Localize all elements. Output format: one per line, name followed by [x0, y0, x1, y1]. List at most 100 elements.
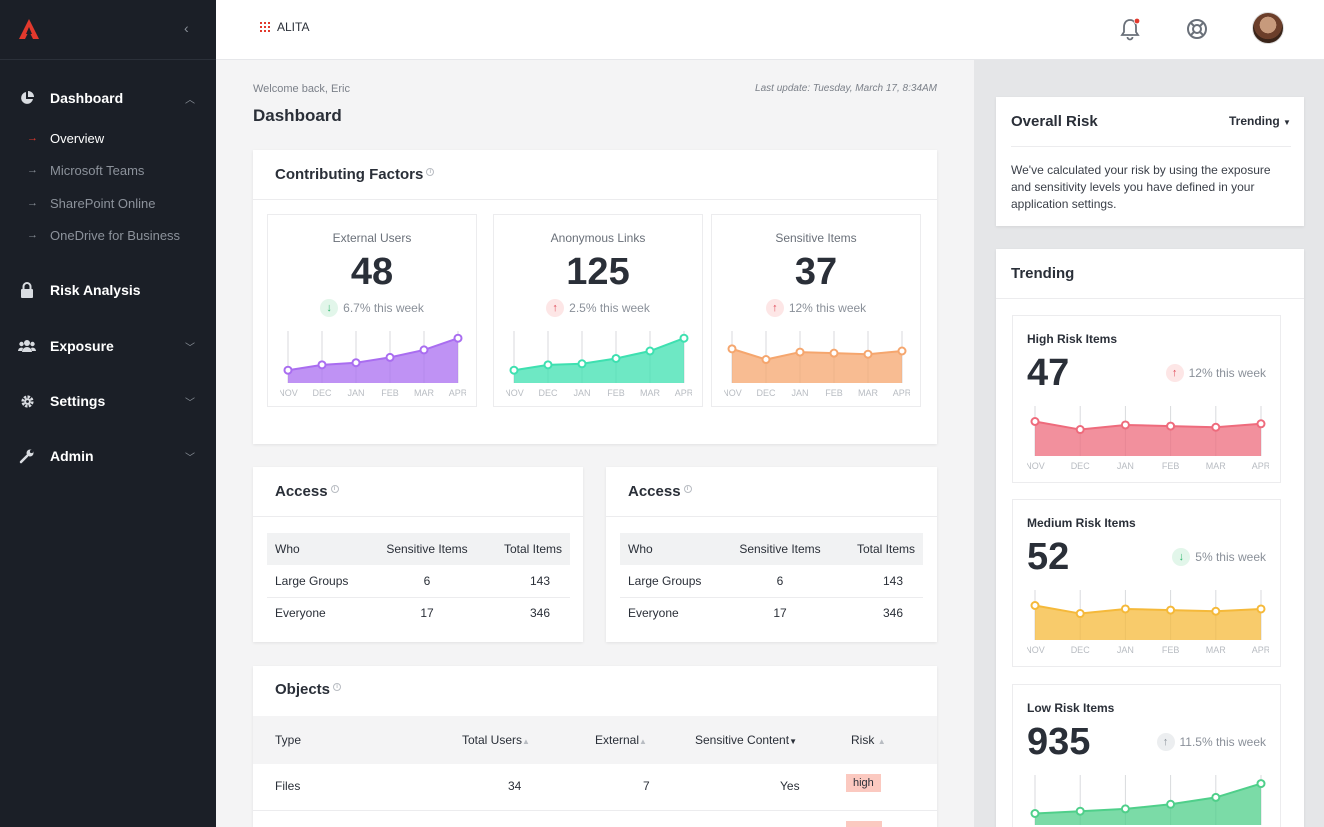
sparkline-point[interactable] [679, 333, 689, 343]
chevron-down-icon: ﹀ [185, 452, 195, 464]
sparkline-point[interactable] [419, 345, 429, 355]
trend-sparkline-point[interactable] [1030, 809, 1040, 818]
sparkline-area [732, 348, 902, 383]
sparkline-point[interactable] [453, 333, 463, 343]
sidebar-subitem-label: SharePoint Online [50, 195, 156, 211]
trend-sparkline-point[interactable] [1211, 606, 1221, 616]
wrench-icon [18, 447, 36, 465]
metric-sensitive-items[interactable]: Sensitive Items 37 ↑ 12% this week NOV DEC JAN… [711, 214, 921, 407]
column-header-risk[interactable]: Risk ▲ [851, 733, 886, 747]
metric-external-users[interactable]: External Users 48 ↓ 6.7% this week NOV DEC JAN… [267, 214, 477, 407]
trend-sparkline-point[interactable] [1256, 419, 1266, 429]
alita-logo-icon[interactable] [18, 18, 40, 40]
trend-high-risk-items[interactable]: High Risk Items 47 ↑ 12% this week NOV DEC JAN… [1012, 315, 1281, 483]
sparkline-point[interactable] [897, 346, 907, 356]
sidebar-item-settings[interactable]: Settings ﹀ [0, 386, 216, 416]
sparkline-x-tick-label: JAN [791, 388, 808, 398]
trend-sparkline-area [1035, 421, 1261, 456]
sidebar-subitem-overview[interactable]: → Overview [0, 126, 216, 150]
trend-sparkline-point[interactable] [1075, 425, 1085, 435]
metric-change: ↑ 2.5% this week [494, 299, 702, 317]
card-title: Access i [275, 483, 339, 500]
column-header-total-users[interactable]: Total Users▲ [462, 733, 530, 747]
table-row[interactable]: Everyone 17 346 [267, 597, 570, 629]
sparkline-point[interactable] [761, 355, 771, 365]
info-icon[interactable]: i [683, 485, 692, 493]
sparkline-point[interactable] [577, 359, 587, 369]
trend-sparkline-point[interactable] [1166, 605, 1176, 615]
sidebar-item-risk-analysis[interactable]: Risk Analysis [0, 275, 216, 305]
sidebar-item-dashboard[interactable]: Dashboard ︿ [0, 83, 216, 113]
sparkline-point[interactable] [727, 344, 737, 354]
cell-who: Everyone [275, 606, 326, 621]
trend-sparkline-point[interactable] [1075, 609, 1085, 619]
sparkline-point[interactable] [645, 346, 655, 356]
sparkline-point[interactable] [795, 347, 805, 357]
trend-sparkline-point[interactable] [1166, 421, 1176, 431]
sparkline-point[interactable] [829, 348, 839, 358]
info-icon[interactable]: i [330, 485, 339, 493]
sparkline-line [513, 337, 685, 372]
table-row[interactable]: Files 34 7 Yes high [253, 764, 937, 811]
sparkline-x-tick-label: NOV [280, 388, 298, 398]
trend-medium-risk-items[interactable]: Medium Risk Items 52 ↓ 5% this week NOV DEC JA… [1012, 499, 1281, 667]
sparkline-point[interactable] [863, 349, 873, 359]
sparkline-x-tick-label: NOV [506, 388, 524, 398]
sparkline-point[interactable] [351, 358, 361, 368]
sparkline-point[interactable] [611, 353, 621, 363]
table-row[interactable]: Large Groups 6 143 [267, 565, 570, 598]
sidebar-item-label: Admin [50, 448, 94, 464]
table-row[interactable]: Large Groups 6 143 [620, 565, 923, 598]
bell-icon[interactable] [1117, 16, 1143, 42]
trend-sparkline-point[interactable] [1120, 804, 1130, 814]
sparkline-point[interactable] [283, 365, 293, 375]
card-title-text: Access [628, 483, 681, 500]
info-icon[interactable]: i [426, 168, 435, 176]
trend-sparkline-x-tick-label: JAN [1117, 645, 1134, 655]
sidebar-item-admin[interactable]: Admin ﹀ [0, 441, 216, 471]
trend-sparkline-point[interactable] [1075, 806, 1085, 816]
cell-type: Files [275, 779, 301, 793]
sparkline-point[interactable] [317, 360, 327, 370]
column-header-external[interactable]: External▲ [595, 733, 647, 747]
cell-external: 7 [643, 779, 650, 793]
trending-dropdown[interactable]: Trending ▼ [1229, 114, 1291, 128]
column-header-sensitive-content[interactable]: Sensitive Content▼ [695, 733, 797, 747]
sidebar-item-label: Risk Analysis [50, 282, 141, 298]
user-avatar[interactable] [1252, 12, 1284, 44]
table-row[interactable]: Everyone 17 346 [620, 597, 923, 629]
sidebar-item-exposure[interactable]: Exposure ﹀ [0, 331, 216, 361]
trend-sparkline-point[interactable] [1030, 417, 1040, 426]
trend-sparkline-x-tick-label: APR [1252, 461, 1269, 471]
sparkline-point[interactable] [385, 352, 395, 362]
column-header-label: External [595, 733, 640, 747]
lock-icon [18, 281, 36, 299]
trend-sparkline-point[interactable] [1120, 604, 1130, 614]
trend-sparkline-point[interactable] [1030, 601, 1040, 610]
trend-sparkline-point[interactable] [1211, 792, 1221, 802]
trend-sparkline-point[interactable] [1211, 422, 1221, 432]
collapse-sidebar-icon[interactable]: ‹ [184, 20, 189, 36]
sparkline-point[interactable] [509, 365, 519, 375]
trend-sparkline-point[interactable] [1166, 799, 1176, 809]
trend-low-risk-items[interactable]: Low Risk Items 935 ↑ 11.5% this week NOVDECJ… [1012, 684, 1281, 827]
sidebar-subitem-microsoft-teams[interactable]: → Microsoft Teams [0, 158, 216, 182]
access-table: Who Sensitive Items Total Items Large Gr… [620, 533, 923, 629]
trend-sparkline-point[interactable] [1120, 420, 1130, 430]
trend-sparkline-area [1035, 605, 1261, 640]
dropdown-label: Trending [1229, 114, 1280, 128]
info-icon[interactable]: i [333, 683, 342, 691]
card-title-text: Contributing Factors [275, 166, 424, 183]
sidebar-subitem-onedrive[interactable]: → OneDrive for Business [0, 223, 216, 247]
sidebar-subitem-sharepoint-online[interactable]: → SharePoint Online [0, 191, 216, 215]
app-switcher[interactable]: ALITA [260, 20, 309, 34]
help-lifebuoy-icon[interactable] [1184, 16, 1210, 42]
trend-sparkline-point[interactable] [1256, 604, 1266, 614]
sparkline-point[interactable] [543, 360, 553, 370]
arrow-right-icon: → [27, 132, 38, 144]
metric-anonymous-links[interactable]: Anonymous Links 125 ↑ 2.5% this week NOV DEC J… [493, 214, 703, 407]
trend-sparkline-point[interactable] [1256, 779, 1266, 789]
sparkline-x-tick-label: APR [675, 388, 692, 398]
